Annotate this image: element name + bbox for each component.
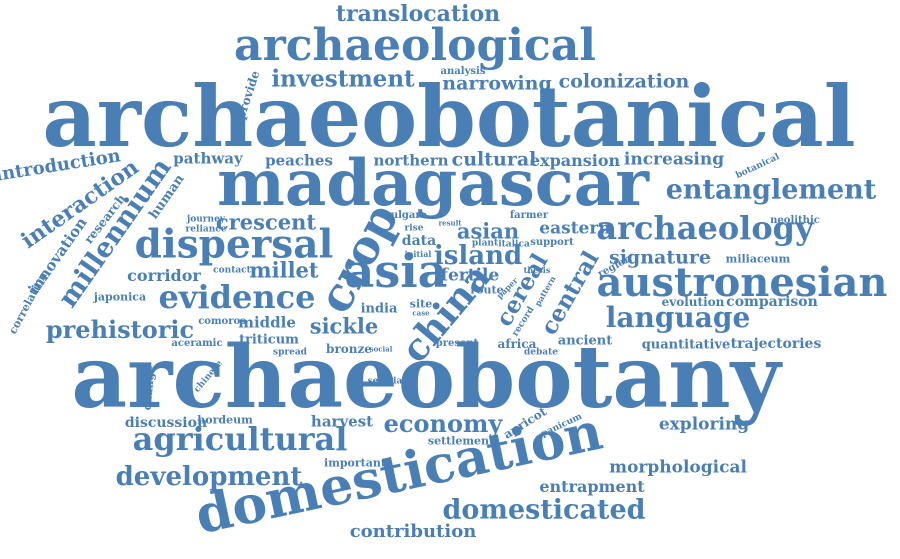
word: austronesian — [596, 259, 888, 306]
word: entrapment — [539, 477, 645, 496]
word: trajectories — [730, 336, 822, 352]
word: pathway — [173, 149, 243, 168]
word: exploring — [658, 414, 750, 435]
word: site — [409, 297, 433, 311]
word: present — [435, 338, 479, 349]
word: peaches — [265, 151, 333, 170]
word: harvest — [310, 412, 374, 431]
word: triticum — [239, 332, 299, 348]
word: signature — [608, 246, 712, 269]
word: language — [605, 301, 751, 334]
word: setaria — [367, 376, 403, 387]
word: japonica — [93, 290, 147, 304]
word: evolution — [661, 295, 725, 309]
word: debate — [523, 347, 559, 358]
word: dispersal — [134, 221, 334, 268]
word: asia — [344, 244, 448, 298]
word: northern — [373, 151, 449, 170]
word: domesticated — [442, 494, 646, 526]
word: asian — [456, 218, 520, 244]
word: italica — [498, 239, 530, 250]
word: translocation — [335, 1, 501, 27]
word: contact — [213, 265, 251, 276]
word: important — [324, 456, 386, 470]
word: expansion — [529, 151, 621, 170]
word: investment — [271, 65, 415, 93]
word: archaeobotany — [71, 327, 781, 428]
word: crescent — [215, 209, 317, 235]
word: agricultural — [132, 420, 348, 458]
word: millet — [249, 257, 319, 283]
word: economy — [383, 409, 503, 438]
word: morphological — [609, 457, 747, 478]
word: archaeological — [234, 20, 596, 71]
word: settlement — [427, 434, 495, 448]
word: india — [360, 301, 398, 317]
word: archaeobotanical — [42, 67, 856, 166]
word: initial — [404, 249, 432, 259]
word: evidence — [158, 278, 316, 316]
word: development — [115, 462, 303, 492]
word: farmer — [509, 210, 549, 221]
word: contribution — [349, 521, 477, 542]
word: increasing — [623, 149, 725, 170]
word: route — [470, 283, 504, 297]
word: data — [401, 233, 437, 249]
word: miliaceum — [725, 252, 791, 266]
word: comparison — [726, 294, 818, 310]
word: fertile — [440, 265, 500, 286]
word: rise — [404, 223, 424, 234]
word: result — [438, 218, 462, 228]
word: island — [433, 241, 523, 271]
word: corridor — [127, 266, 201, 285]
word: discussion — [124, 415, 208, 431]
word: narrowing — [442, 72, 552, 95]
word: reliance — [185, 224, 227, 235]
word: prehistoric — [45, 315, 195, 344]
word: hordeum — [197, 413, 253, 427]
word: middle — [238, 313, 296, 332]
word: eastern — [539, 218, 611, 239]
word: support — [530, 237, 574, 248]
word: analysis — [440, 66, 486, 77]
word: colonization — [558, 70, 690, 93]
word: comoros — [198, 316, 246, 327]
word: bronze — [326, 342, 372, 356]
word: social — [369, 344, 393, 354]
word: quantitative — [641, 337, 731, 353]
word: case — [412, 308, 430, 318]
word: neolithic — [770, 215, 820, 226]
word: aceramic — [171, 338, 223, 349]
word: entanglement — [665, 174, 877, 206]
word: cultural — [451, 148, 537, 171]
word: plant — [471, 238, 499, 249]
word: ancient — [557, 333, 613, 349]
word: vulgare — [385, 210, 427, 221]
word: journey — [186, 214, 226, 225]
word: archaeology — [596, 209, 814, 247]
word: madagascar — [217, 146, 649, 221]
word: africa — [497, 337, 537, 351]
word: thesis — [523, 265, 551, 275]
word: spread — [273, 347, 307, 358]
word: sickle — [309, 313, 379, 339]
